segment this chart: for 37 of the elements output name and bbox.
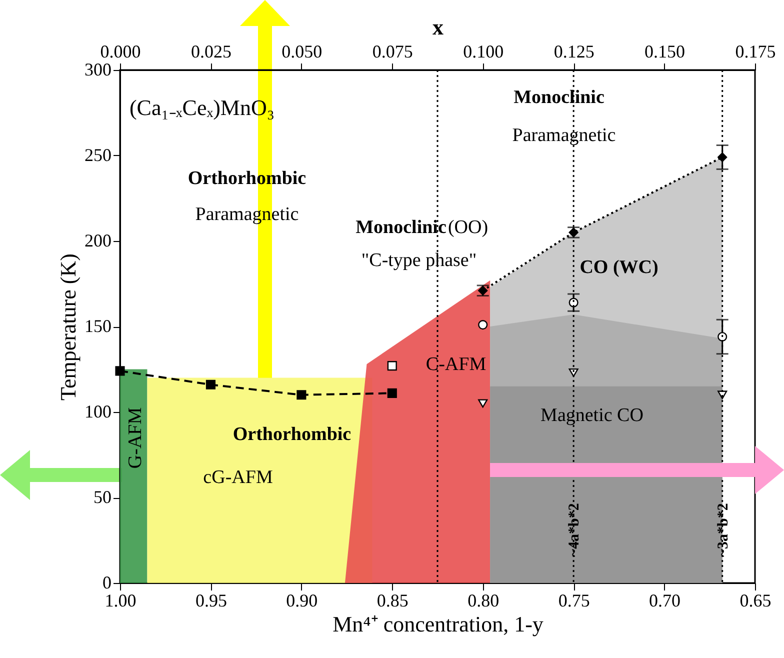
y-tick-label: 100 [84,402,112,422]
y-tick-label: 50 [94,487,112,507]
x2-tick-label: 0.100 [463,42,504,62]
annotation: cG-AFM [203,467,273,488]
x-axis-title: Mn⁴⁺ concentration, 1-y [332,612,544,636]
annotation: C-AFM [426,354,486,375]
y-axis-title: Temperature (K) [56,254,80,400]
y-tick-label: 0 [102,572,112,592]
annotation: Monoclinic [514,87,604,108]
x-tick-label: 0.65 [740,590,772,610]
annotation: "C-type phase" [361,250,477,271]
x2-tick-label: 0.125 [554,42,594,62]
y-tick-label: 300 [84,60,112,80]
y-tick-label: 250 [84,145,112,165]
x-tick-label: 0.70 [649,590,681,610]
x-tick-label: 0.95 [195,590,227,610]
x2-tick-label: 0.150 [644,42,686,62]
y-tick-label: 150 [84,316,112,336]
annotation: Monoclinic [356,217,446,238]
x2-tick-label: 0.000 [100,42,141,62]
x2-tick-label: 0.175 [735,42,776,62]
annotation: (OO) [448,217,488,238]
x-tick-label: 0.75 [558,590,590,610]
annotation: Orthorhombic [232,424,352,445]
y-tick-label: 200 [84,230,112,250]
x-tick-label: 1.00 [104,590,136,610]
x2-tick-label: 0.050 [282,42,322,62]
x2-tick-label: 0.025 [190,42,232,62]
x2-tick-label: 0.075 [372,42,413,62]
annotation: G-AFM [125,407,146,469]
x2-axis-title: x [432,14,444,40]
annotation: CO (WC) [580,257,658,278]
x-tick-label: 0.85 [376,590,408,610]
annotation: Paramagnetic [512,125,616,146]
annotation: Magnetic CO [540,405,644,426]
x-tick-label: 0.80 [468,590,500,610]
x-tick-label: 0.90 [286,590,318,610]
